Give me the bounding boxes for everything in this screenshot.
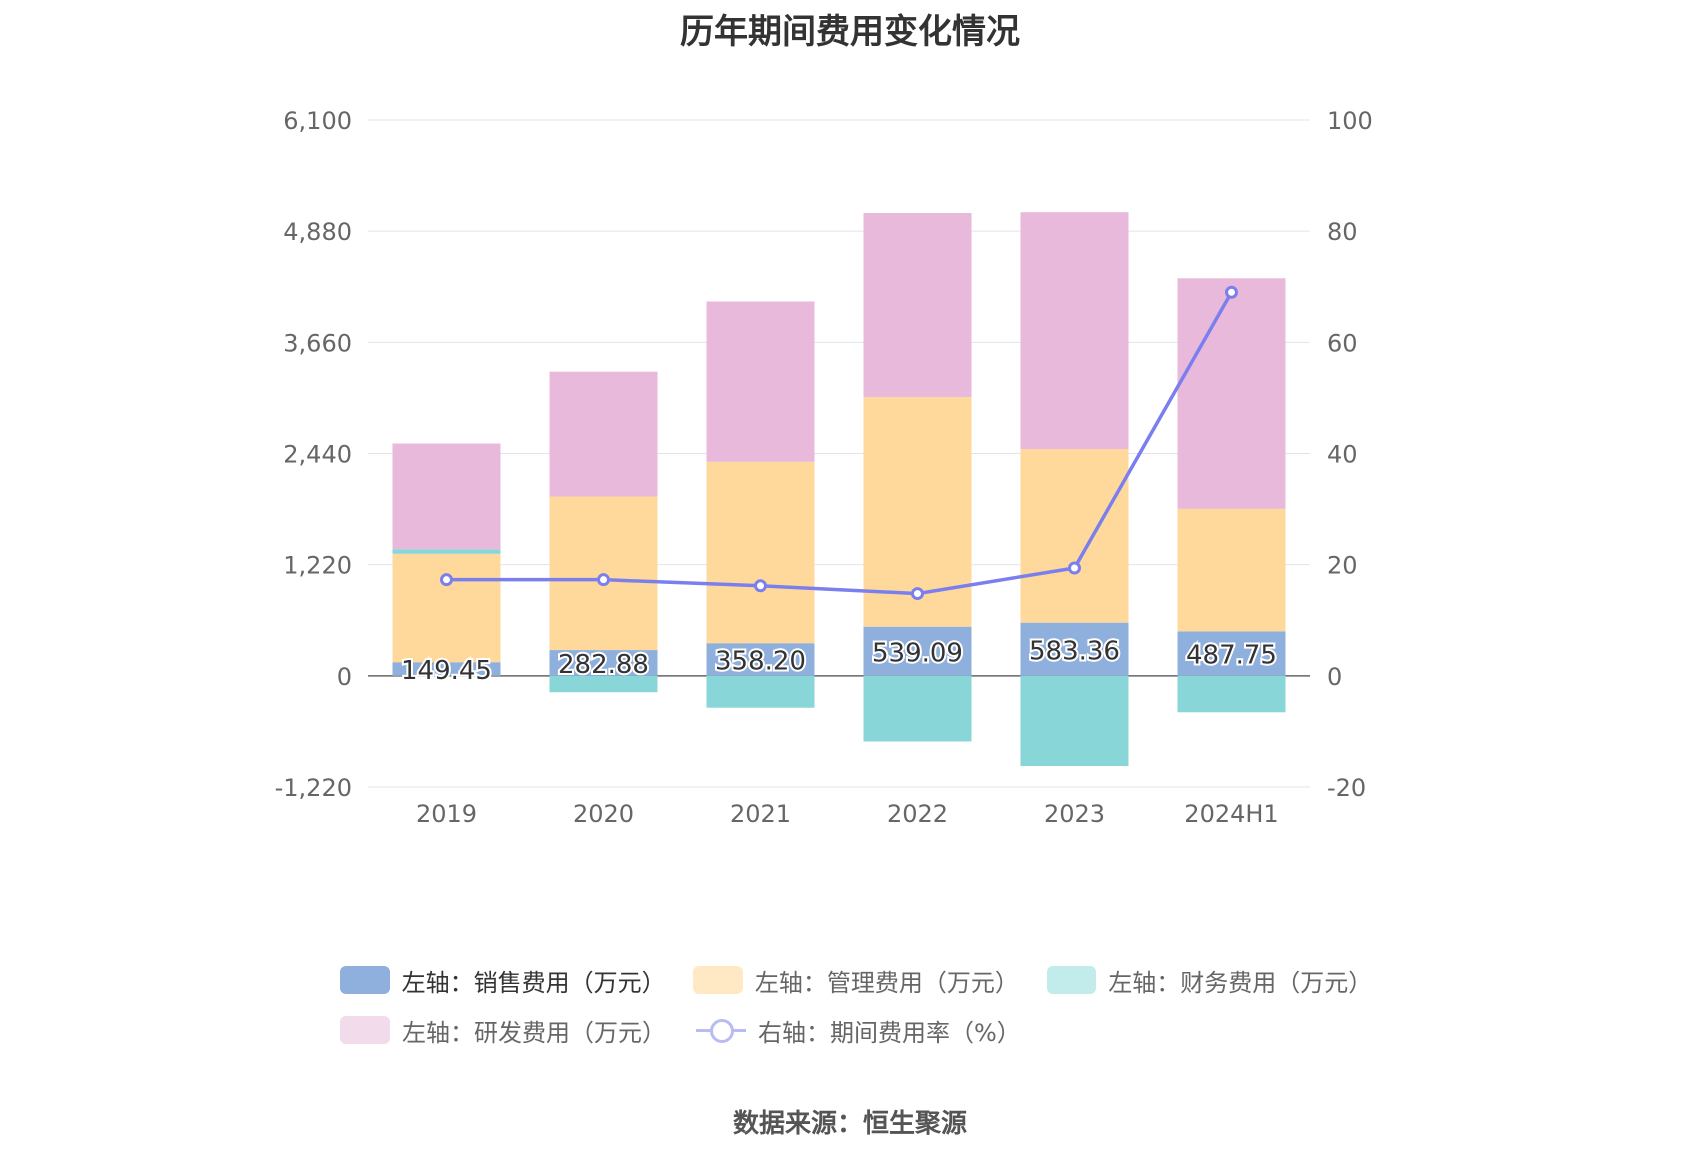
y-left-tick-label: 1,220 (283, 552, 352, 580)
y-left-tick-label: 3,660 (283, 329, 352, 357)
legend-swatch-admin (693, 966, 743, 994)
bar-data-label: 539.09 (872, 638, 963, 668)
y-right-tick-label: 100 (1327, 107, 1373, 135)
bar-segment (549, 675, 658, 693)
bar-segment (1020, 449, 1129, 623)
bar-segment (549, 371, 658, 497)
y-left-tick-label: 2,440 (283, 441, 352, 469)
bar-segment (706, 643, 815, 676)
legend-label-finance: 左轴：财务费用（万元） (1108, 968, 1373, 997)
x-tick-label: 2021 (730, 800, 791, 828)
bar-segment (863, 675, 972, 742)
rate-point (440, 573, 453, 587)
bar-segment (706, 461, 815, 644)
bar-segment (392, 443, 501, 550)
legend-swatch-sales (340, 966, 390, 994)
bar-segment (1177, 278, 1286, 509)
bar-data-label: 282.88 (558, 650, 649, 680)
bar-segment (863, 626, 972, 676)
y-left-tick-label: 6,100 (283, 107, 352, 135)
legend-label-admin: 左轴：管理费用（万元） (754, 968, 1019, 997)
bar-data-label: 358.20 (715, 647, 806, 677)
bar-segment (549, 650, 658, 676)
bar-segment (1177, 675, 1286, 713)
rate-line (446, 291, 1234, 596)
legend-line-icon (696, 1016, 746, 1044)
y-right-tick-label: 20 (1327, 552, 1358, 580)
y-left-tick-label: -1,220 (275, 774, 352, 802)
y-right-tick-label: 0 (1327, 663, 1342, 691)
bar-segment (863, 213, 972, 398)
bar-segment (1177, 508, 1286, 632)
y-right-tick-label: 60 (1327, 329, 1358, 357)
data-source: 数据来源：恒生聚源 (732, 1109, 967, 1139)
y-left-tick-label: 4,880 (283, 218, 352, 246)
bar-segment (1020, 675, 1129, 767)
legend-label-rate: 右轴：期间费用率（%） (758, 1018, 1021, 1047)
y-right-tick-label: 40 (1327, 441, 1358, 469)
bar-segment (1177, 631, 1286, 676)
bar-segment (706, 675, 815, 708)
x-tick-label: 2020 (573, 800, 634, 828)
x-tick-label: 2022 (887, 800, 948, 828)
bar-segment (1020, 212, 1129, 450)
rate-point (1225, 285, 1238, 299)
bar-data-label: 487.75 (1186, 641, 1277, 671)
chart-title: 历年期间费用变化情况 (680, 12, 1020, 52)
legend-label-sales: 左轴：销售费用（万元） (401, 968, 666, 997)
y-left-tick-label: 0 (337, 663, 352, 691)
rate-point (911, 587, 924, 601)
y-right-tick-label: 80 (1327, 218, 1358, 246)
legend-swatch-rd (340, 1016, 390, 1044)
x-tick-label: 2024H1 (1184, 800, 1278, 828)
legend-item-rd[interactable]: 左轴：研发费用（万元） (340, 1013, 666, 1048)
legend-item-sales[interactable]: 左轴：销售费用（万元） (340, 963, 666, 998)
legend-label-rd: 左轴：研发费用（万元） (402, 1018, 666, 1047)
legend-item-admin[interactable]: 左轴：管理费用（万元） (693, 963, 1019, 998)
x-tick-label: 2023 (1044, 800, 1105, 828)
legend-item-rate[interactable]: 右轴：期间费用率（%） (696, 1013, 1021, 1048)
rate-point (597, 573, 610, 587)
legend-swatch-finance (1046, 966, 1097, 994)
bar-segment (392, 662, 501, 676)
rate-point (754, 579, 767, 593)
bar-segment (1020, 622, 1129, 676)
chart-plot: -1,220 0 1,220 2,440 3,660 4,880 6,100 -20 0 20 40… (275, 107, 1373, 828)
bar-segment (392, 553, 501, 663)
legend-item-finance[interactable]: 左轴：财务费用（万元） (1046, 963, 1373, 998)
bar-data-label: 583.36 (1029, 636, 1120, 666)
bar-data-label: 149.45 (401, 656, 492, 686)
x-tick-label: 2019 (416, 800, 477, 828)
bar-segment (392, 549, 501, 554)
y-right-tick-label: -20 (1327, 774, 1366, 802)
legend: 左轴：销售费用（万元） 左轴：管理费用（万元） 左轴：财务费用（万元） 左轴：研… (340, 955, 1400, 1055)
bar-segment (706, 301, 815, 462)
rate-point (1068, 561, 1081, 575)
